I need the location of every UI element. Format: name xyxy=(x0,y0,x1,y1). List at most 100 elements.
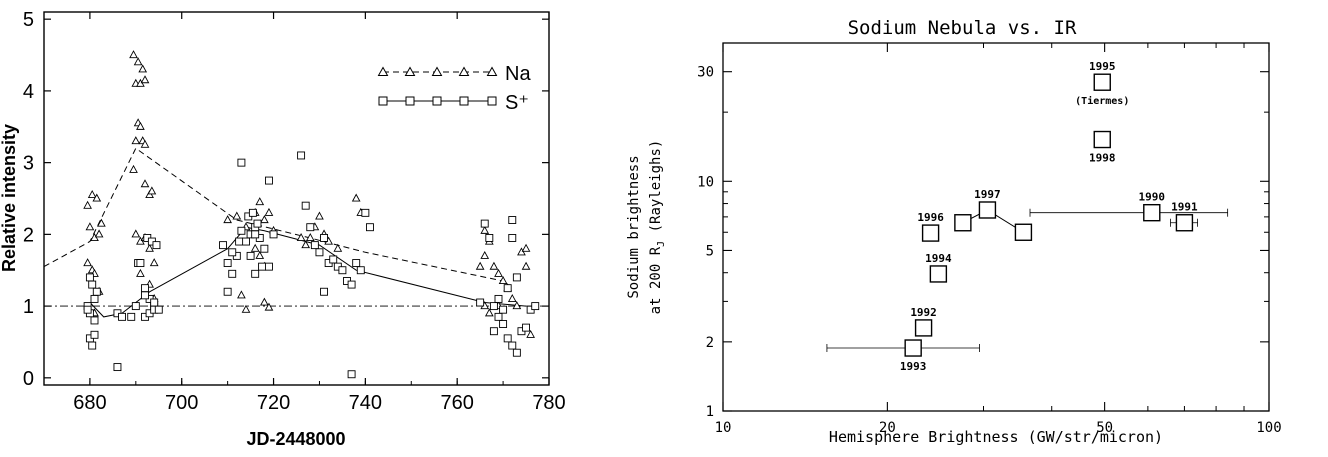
na-point xyxy=(264,207,274,216)
s-point xyxy=(347,280,356,289)
legend-s-marker xyxy=(405,96,415,106)
y-axis-label: Relative intensity xyxy=(0,124,19,272)
s-point xyxy=(223,259,232,268)
s-point xyxy=(228,248,237,257)
s-point xyxy=(494,312,503,321)
x-axis-ticks: 680 700 720 740 760 780 xyxy=(43,12,566,414)
s-point xyxy=(154,305,163,314)
legend-s-markers xyxy=(378,96,497,106)
x-axis-label: JD-2448000 xyxy=(246,429,345,449)
s-point xyxy=(219,241,227,250)
x-tick-label: 760 xyxy=(440,392,473,414)
na-point xyxy=(97,218,106,227)
na-point xyxy=(145,243,154,252)
left-chart: 680 700 720 740 760 780 0 1 2 3 4 5 Na S⁺ JD-24480… xyxy=(0,9,566,449)
s-point xyxy=(306,223,315,232)
s-point xyxy=(480,219,489,228)
y-tick-label: 2 xyxy=(23,224,34,246)
s-point xyxy=(251,269,260,278)
s-point xyxy=(352,259,361,268)
data-point xyxy=(1014,223,1033,241)
s-point xyxy=(152,241,161,250)
data-point xyxy=(954,214,972,232)
y-axis-ticks: 0 1 2 3 4 5 xyxy=(23,9,549,390)
s-point xyxy=(127,312,136,321)
legend-na-marker xyxy=(377,66,389,76)
na-point xyxy=(129,50,138,59)
na-point xyxy=(92,193,102,202)
s-point xyxy=(265,262,273,271)
na-point xyxy=(260,215,269,224)
na-point xyxy=(480,250,490,259)
na-trend-line xyxy=(43,147,504,282)
legend-s-label: S⁺ xyxy=(505,92,529,114)
data-points: 1993 1992 1994 1996 1997 1990 1991 1995 (Tiermes… xyxy=(900,60,1198,373)
y-tick-label: 30 xyxy=(697,65,714,81)
s-point xyxy=(131,302,140,311)
plot-frame xyxy=(722,42,1270,412)
na-point xyxy=(484,308,494,317)
legend-s-marker xyxy=(459,96,469,106)
na-point xyxy=(526,329,535,338)
data-point xyxy=(1093,130,1111,149)
y-tick-label: 5 xyxy=(706,243,714,259)
na-point xyxy=(498,276,508,285)
s-point xyxy=(489,327,498,336)
s-point xyxy=(315,248,324,257)
y-tick-label: 4 xyxy=(23,81,34,103)
na-point xyxy=(136,268,145,277)
s-point xyxy=(141,291,149,300)
data-point xyxy=(921,224,940,242)
s-point xyxy=(499,305,508,314)
y-tick-label: 1 xyxy=(23,296,34,318)
s-point xyxy=(248,208,257,217)
data-point xyxy=(1175,214,1194,232)
na-point xyxy=(255,197,265,206)
s-point xyxy=(310,241,319,250)
data-point xyxy=(1143,203,1161,222)
s-point xyxy=(223,287,232,296)
s-point xyxy=(136,259,145,268)
na-point xyxy=(333,243,343,252)
point-label: 1998 xyxy=(1089,152,1116,165)
s-point xyxy=(503,334,512,343)
point-label: 1996 xyxy=(917,211,944,224)
s-point xyxy=(237,226,246,235)
s-point xyxy=(338,266,347,275)
data-point xyxy=(978,201,997,219)
s-point xyxy=(301,201,310,210)
na-point xyxy=(521,243,531,252)
legend-na-marker xyxy=(431,66,443,76)
s-point xyxy=(269,230,278,239)
s-point xyxy=(499,320,508,328)
data-point xyxy=(929,265,948,283)
s-point xyxy=(113,363,122,372)
na-point xyxy=(315,211,324,220)
right-chart: Sodium Nebula vs. IR 1993199219941996199… xyxy=(626,17,1282,446)
s-point xyxy=(485,234,494,242)
s-point xyxy=(512,348,521,357)
na-point xyxy=(494,268,503,277)
na-point xyxy=(83,258,92,267)
s-point xyxy=(242,237,250,246)
s-point xyxy=(508,216,517,224)
s-point xyxy=(508,341,517,350)
x-tick-label: 20 xyxy=(879,420,896,436)
na-point xyxy=(85,222,95,231)
point-label: 1997 xyxy=(974,188,1001,201)
s-point xyxy=(253,219,262,228)
na-point xyxy=(250,243,260,252)
na-point xyxy=(241,304,251,313)
point-label: 1992 xyxy=(910,306,937,319)
s-point xyxy=(347,370,356,379)
plot-frame xyxy=(43,11,550,386)
data-point xyxy=(1093,73,1111,91)
na-point xyxy=(296,233,306,242)
na-point xyxy=(140,75,150,84)
legend-s-marker xyxy=(487,96,497,106)
s-point xyxy=(258,262,267,271)
s-point xyxy=(92,287,101,296)
s-point xyxy=(508,234,517,242)
y-axis-label-line2: at 200 RJ (Rayleighs) xyxy=(648,140,667,315)
s-point xyxy=(246,251,255,260)
